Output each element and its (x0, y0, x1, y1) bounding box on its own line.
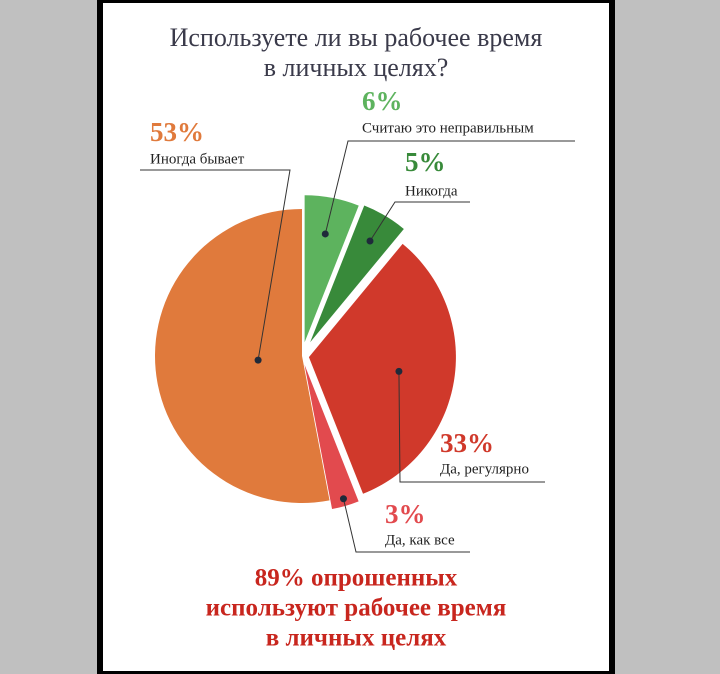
chart-title: в личных целях? (264, 53, 449, 82)
annotation: в личных целях (266, 625, 447, 652)
slice-label: Да, как все (385, 532, 455, 548)
pie-slice (304, 364, 359, 510)
pie-slice (308, 243, 456, 494)
callout-line (398, 371, 545, 483)
annotation: 89% опрошенных (255, 565, 458, 592)
slice-label: Никогда (405, 183, 458, 199)
value-label: 33% (440, 428, 494, 458)
callout-line (324, 140, 575, 235)
value-label: 3% (385, 499, 426, 529)
callout-line (369, 201, 470, 242)
value-label: 5% (405, 147, 446, 177)
slice-label: Считаю это неправильным (362, 120, 534, 136)
callout-dot (339, 495, 347, 503)
annotation: используют рабочее время (206, 595, 507, 622)
pie-slice (155, 209, 330, 503)
callout-dot (395, 367, 403, 375)
value-label: 6% (362, 86, 403, 116)
value-label: 53% (150, 117, 204, 147)
callout-dot (366, 237, 374, 245)
slice-label: Иногда бывает (150, 151, 245, 167)
callout-line (342, 498, 470, 553)
slice-label: Да, регулярно (440, 461, 529, 477)
chart-title: Используете ли вы рабочее время (170, 23, 543, 52)
pie-slice (304, 195, 359, 343)
pie-slice (310, 205, 404, 343)
callout-dot (254, 356, 262, 364)
callout-line (140, 169, 291, 361)
callout-dot (321, 230, 329, 238)
